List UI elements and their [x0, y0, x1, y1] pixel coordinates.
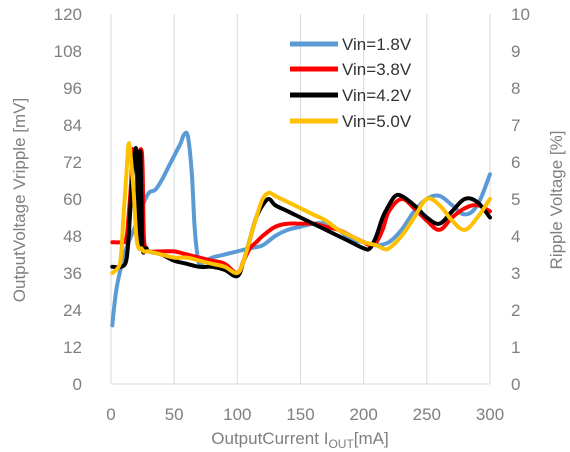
y2-tick-3: 3: [511, 264, 520, 283]
x-tick-1: 50: [165, 405, 184, 424]
y-tick-labels: 0 12 24 36 48 60 72 84 96 108 120: [54, 5, 82, 394]
y-tick-5: 60: [63, 190, 82, 209]
y2-tick-10: 10: [511, 5, 530, 24]
legend-label-1: Vin=1.8V: [342, 35, 412, 54]
y-tick-3: 36: [63, 264, 82, 283]
y2-tick-labels: 0 1 2 3 4 5 6 7 8 9 10: [511, 5, 530, 394]
legend-label-2: Vin=3.8V: [342, 60, 412, 79]
y-tick-7: 84: [63, 116, 82, 135]
x-tick-6: 300: [476, 405, 504, 424]
series-line-4: [110, 141, 492, 276]
x-axis-title-main: OutputCurrent I: [211, 429, 328, 448]
y-tick-6: 72: [63, 153, 82, 172]
x-tick-5: 250: [413, 405, 441, 424]
y-tick-10: 120: [54, 5, 82, 24]
x-axis-title-unit: [mA]: [354, 429, 389, 448]
y2-tick-0: 0: [511, 375, 520, 394]
y-tick-4: 48: [63, 227, 82, 246]
legend: Vin=1.8V Vin=3.8V Vin=4.2V Vin=5.0V: [290, 35, 412, 131]
x-axis-title: OutputCurrent IOUT[mA]: [211, 429, 388, 451]
y-axis-title: OutputVoltage Vripple [mV]: [10, 98, 29, 302]
y2-tick-9: 9: [511, 42, 520, 61]
legend-label-4: Vin=5.0V: [342, 112, 412, 131]
x-axis-title-sub: OUT: [328, 437, 354, 451]
series-line-1: [110, 130, 492, 328]
y2-tick-7: 7: [511, 116, 520, 135]
y-tick-8: 96: [63, 79, 82, 98]
y2-tick-6: 6: [511, 153, 520, 172]
x-tick-3: 150: [286, 405, 314, 424]
y2-tick-5: 5: [511, 190, 520, 209]
y-tick-1: 12: [63, 338, 82, 357]
y-tick-9: 108: [54, 42, 82, 61]
x-tick-2: 100: [223, 405, 251, 424]
y2-axis-title: Ripple Voltage [%]: [547, 131, 566, 270]
x-tick-0: 0: [106, 405, 115, 424]
legend-label-3: Vin=4.2V: [342, 86, 412, 105]
y-tick-0: 0: [73, 375, 82, 394]
y2-tick-8: 8: [511, 79, 520, 98]
y-tick-2: 24: [63, 301, 82, 320]
x-tick-labels: 0 50 100 150 200 250 300: [106, 405, 504, 424]
y2-tick-4: 4: [511, 227, 520, 246]
y2-tick-2: 2: [511, 301, 520, 320]
x-tick-4: 200: [349, 405, 377, 424]
series-lines: [110, 130, 492, 328]
y2-tick-1: 1: [511, 338, 520, 357]
